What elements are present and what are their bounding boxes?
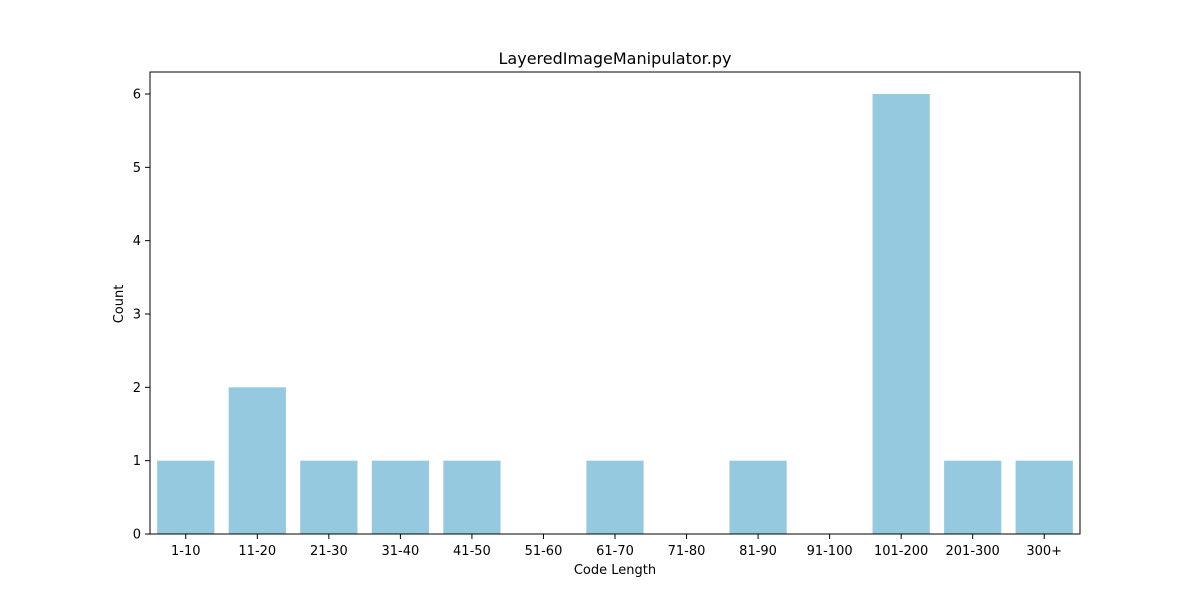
bar-300+ bbox=[1015, 460, 1073, 534]
bar-1-10 bbox=[157, 460, 215, 534]
bar-31-40 bbox=[371, 460, 429, 534]
plot-frame bbox=[149, 71, 1081, 535]
x-axis-ticks: 1-10 11-20 21-30 31-40 41-50 51-60 61-70 71-80 8… bbox=[171, 534, 1062, 559]
x-tick-label: 101-200 bbox=[874, 544, 928, 559]
y-tick-label: 5 bbox=[133, 161, 141, 176]
y-axis-ticks: 0 1 2 3 4 5 6 bbox=[133, 88, 150, 543]
y-tick-label: 2 bbox=[133, 381, 141, 396]
x-tick-label: 81-90 bbox=[739, 544, 777, 559]
bar-81-90 bbox=[729, 460, 787, 534]
x-tick-label: 71-80 bbox=[668, 544, 706, 559]
x-tick-label: 51-60 bbox=[525, 544, 563, 559]
y-tick-label: 4 bbox=[133, 234, 141, 249]
bar-21-30 bbox=[300, 460, 358, 534]
y-tick-label: 1 bbox=[133, 454, 141, 469]
x-tick-label: 11-20 bbox=[238, 544, 276, 559]
bars-group bbox=[157, 94, 1073, 534]
x-tick-label: 91-100 bbox=[807, 544, 853, 559]
x-tick-label: 61-70 bbox=[596, 544, 634, 559]
y-axis-label: Count bbox=[112, 285, 127, 324]
bar-11-20 bbox=[228, 387, 286, 534]
x-tick-label: 41-50 bbox=[453, 544, 491, 559]
x-axis-label: Code Length bbox=[574, 563, 656, 578]
y-tick-label: 3 bbox=[133, 308, 141, 323]
bar-61-70 bbox=[586, 460, 644, 534]
bar-201-300 bbox=[944, 460, 1002, 534]
x-tick-label: 201-300 bbox=[946, 544, 1000, 559]
y-tick-label: 6 bbox=[133, 88, 141, 103]
x-tick-label: 31-40 bbox=[381, 544, 419, 559]
x-tick-label: 1-10 bbox=[171, 544, 201, 559]
y-tick-label: 0 bbox=[133, 528, 141, 543]
x-tick-label: 21-30 bbox=[310, 544, 348, 559]
bar-41-50 bbox=[443, 460, 501, 534]
x-tick-label: 300+ bbox=[1026, 544, 1062, 559]
chart-title: LayeredImageManipulator.py bbox=[499, 49, 732, 68]
bar-101-200 bbox=[872, 94, 930, 534]
